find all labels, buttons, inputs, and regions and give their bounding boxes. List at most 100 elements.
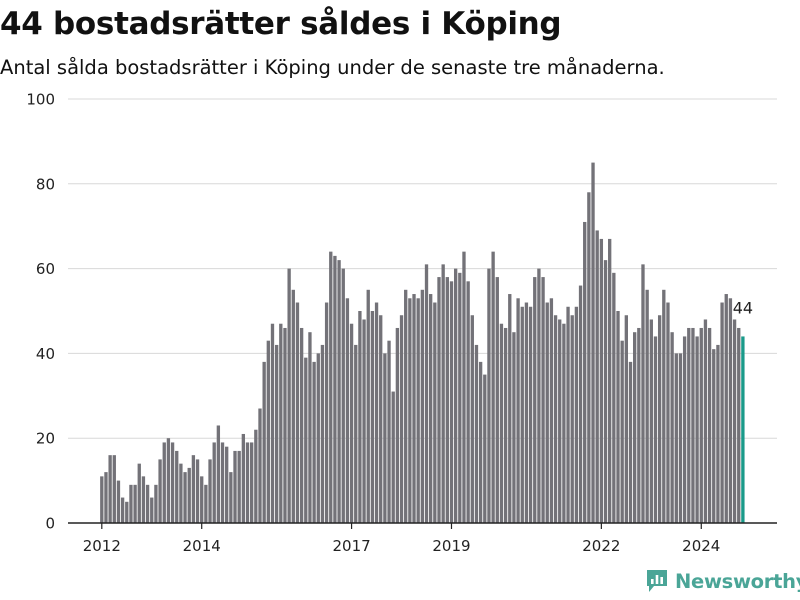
bar	[558, 319, 562, 523]
bar	[345, 298, 350, 523]
bar	[732, 319, 737, 523]
y-tick-label: 100	[26, 91, 55, 109]
bar	[616, 311, 620, 523]
y-tick-label: 60	[36, 260, 55, 278]
bar	[666, 302, 670, 523]
bar	[624, 315, 628, 523]
bar	[104, 472, 108, 523]
bar	[204, 484, 208, 523]
bar	[354, 344, 358, 523]
bar	[258, 408, 262, 523]
brand-logo: Newsworthy	[645, 568, 800, 594]
bar	[533, 277, 537, 523]
bar	[458, 272, 462, 523]
bar	[578, 285, 583, 523]
chart-subtitle: Antal sålda bostadsrätter i Köping under…	[0, 56, 665, 79]
bar	[466, 281, 470, 523]
chart-title: 44 bostadsrätter såldes i Köping	[0, 6, 562, 42]
bar	[287, 268, 291, 523]
x-axis: 2012 2014 2017 2019 2022 2024	[68, 522, 777, 555]
bar	[233, 450, 237, 523]
bar	[453, 268, 458, 523]
brand-name: Newsworthy	[675, 569, 800, 593]
bar	[308, 332, 312, 523]
bar	[295, 302, 300, 523]
bar	[408, 298, 412, 523]
bar	[603, 260, 608, 523]
bar	[495, 277, 499, 523]
bar	[150, 497, 154, 523]
bar	[333, 255, 337, 523]
bar	[545, 302, 549, 523]
x-tick-label: 2022	[582, 537, 620, 555]
bar	[699, 327, 703, 523]
bar	[591, 162, 595, 523]
bar	[503, 327, 508, 523]
bar	[537, 268, 541, 523]
bar	[728, 298, 733, 523]
bar	[608, 238, 612, 524]
bar	[441, 264, 445, 523]
bar	[225, 446, 229, 523]
bar	[678, 353, 683, 523]
bar	[299, 327, 304, 523]
bar	[520, 306, 524, 523]
bar	[682, 336, 687, 523]
bar	[274, 344, 279, 523]
bar	[141, 476, 146, 523]
bar	[724, 294, 728, 523]
bar	[337, 260, 341, 523]
bar	[362, 319, 366, 523]
bar	[100, 476, 104, 523]
bar	[358, 311, 362, 523]
bar	[707, 327, 712, 523]
bar	[478, 361, 483, 523]
bar	[691, 327, 695, 523]
last-value-label: 44	[733, 298, 753, 317]
bar	[216, 425, 221, 523]
bar	[395, 327, 400, 523]
bar	[383, 353, 387, 523]
bar	[391, 391, 395, 523]
bar	[645, 289, 649, 523]
y-tick-label: 0	[45, 515, 55, 533]
bar	[553, 315, 558, 523]
bar	[429, 294, 433, 523]
bar	[154, 484, 158, 523]
bar	[583, 221, 587, 523]
bars	[100, 162, 745, 524]
bar	[175, 450, 179, 523]
bar	[166, 438, 171, 523]
bar	[620, 340, 624, 523]
bar	[387, 340, 391, 523]
bar	[200, 476, 204, 523]
bar	[304, 357, 308, 523]
bar	[250, 442, 254, 523]
bar	[220, 442, 225, 523]
bar	[483, 374, 487, 523]
x-tick-label: 2017	[332, 537, 370, 555]
bar	[158, 459, 162, 523]
bar	[574, 306, 579, 523]
bar	[341, 268, 345, 523]
bar	[499, 323, 504, 523]
bar	[487, 268, 491, 523]
bar	[162, 442, 166, 523]
x-tick-label: 2012	[83, 537, 121, 555]
bar	[562, 323, 566, 523]
bar	[424, 264, 429, 523]
x-tick-label: 2024	[682, 537, 720, 555]
bar	[637, 327, 641, 523]
bar	[433, 302, 437, 523]
bar	[349, 323, 354, 523]
bar	[245, 442, 250, 523]
bar	[312, 361, 316, 523]
bar	[703, 319, 708, 523]
bar	[566, 306, 570, 523]
bar	[237, 450, 241, 523]
bar	[570, 315, 574, 523]
bar	[508, 294, 512, 523]
bar	[116, 480, 121, 523]
bar	[474, 344, 479, 523]
